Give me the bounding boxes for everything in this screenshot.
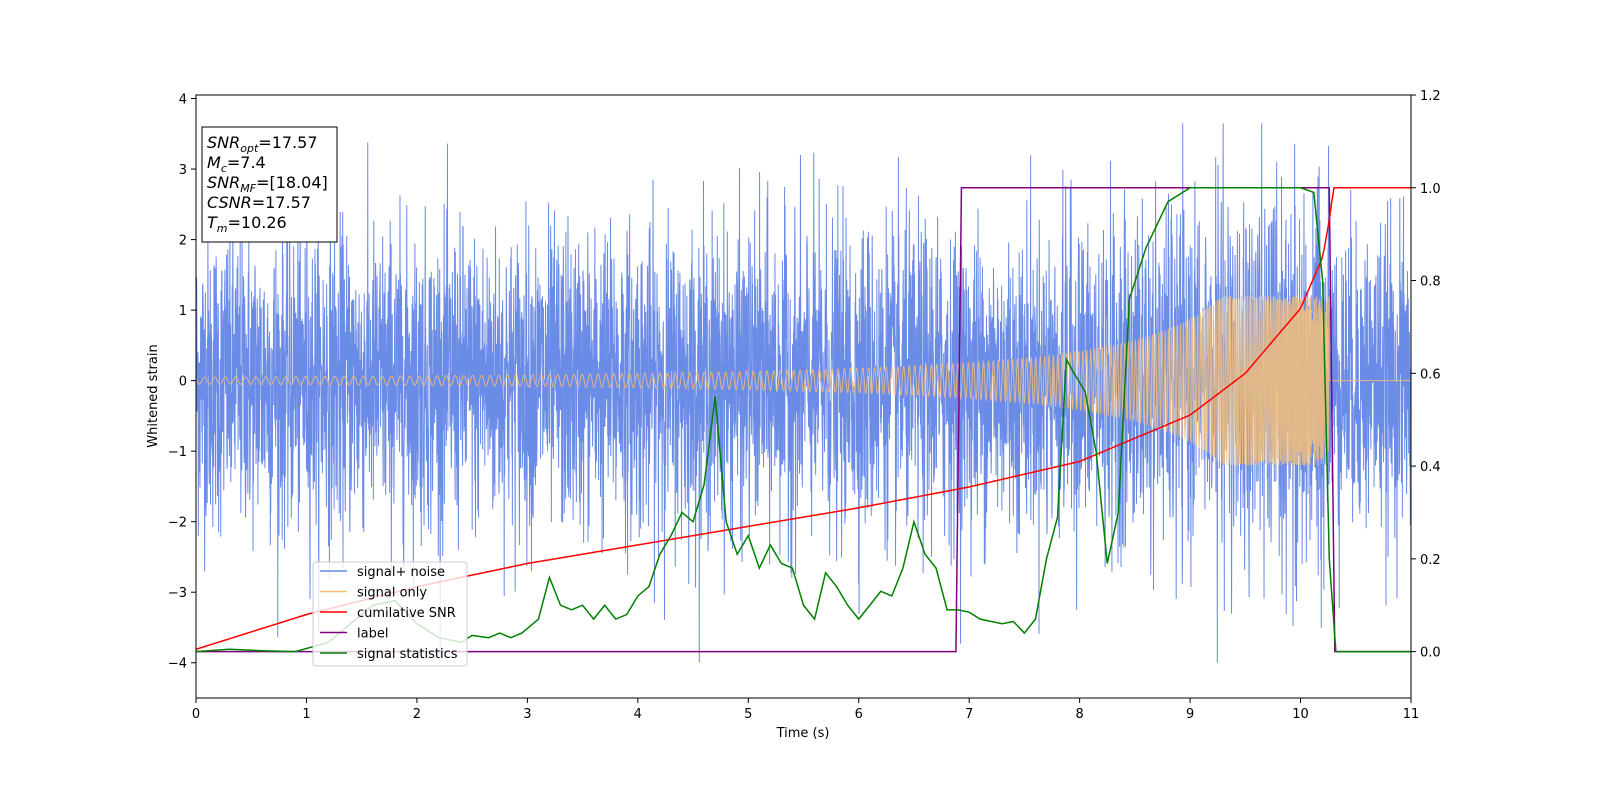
y2-tick-label: 1.0 [1420,182,1441,197]
legend: signal+ noise signal only cumilative SNR la… [312,561,468,667]
y-tick-label: −1 [168,445,187,460]
legend-label: signal only [357,586,427,601]
y-tick-label: 0 [179,375,187,390]
annotation-box: SNRopt=17.57Mc=7.4SNRMF=[18.04]CSNR=17.5… [201,126,338,243]
y2-tick-label: 0.6 [1420,367,1441,382]
annotation-line: SNRMF=[18.04] [207,173,328,195]
y2-tick-label: 0.2 [1420,553,1441,568]
y2-tick-label: 1.2 [1420,89,1441,104]
y2-tick-label: 0.0 [1420,646,1441,661]
plot-frame [195,94,1412,699]
series-signal-statistics [196,187,1411,653]
y-axis-label: Whitened strain [146,344,161,447]
y2-tick-label: 0.4 [1420,460,1441,475]
x-tick-label: 3 [523,707,531,722]
x-tick-label: 2 [413,707,421,722]
x-tick-label: 11 [1403,707,1420,722]
x-axis-label: Time (s) [776,726,830,741]
x-tick-label: 10 [1292,707,1309,722]
y2-tick-label: 0.8 [1420,275,1441,290]
y-tick-label: 1 [179,304,187,319]
x-tick-label: 6 [855,707,863,722]
x-tick-label: 9 [1186,707,1194,722]
annotation-line: CSNR=17.57 [207,193,311,212]
x-tick-label: 0 [192,707,200,722]
y-tick-label: 4 [179,93,187,108]
annotation-line: SNRopt=17.57 [207,133,318,155]
annotation-line: Tm=10.26 [207,213,287,235]
y-tick-label: −2 [168,516,187,531]
legend-label: signal statistics [357,647,458,662]
x-tick-label: 7 [965,707,973,722]
legend-label: label [357,627,388,642]
y-tick-label: −4 [168,657,187,672]
y-tick-label: −3 [168,586,187,601]
x-tick-label: 5 [744,707,752,722]
y-tick-label: 3 [179,163,187,178]
x-tick-label: 4 [634,707,642,722]
legend-label: signal+ noise [357,565,445,580]
x-tick-label: 1 [302,707,310,722]
x-tick-label: 8 [1075,707,1083,722]
series-signal-only [196,295,1411,466]
y-tick-label: 2 [179,234,187,249]
annotation-line: Mc=7.4 [207,153,266,175]
legend-label: cumilative SNR [357,606,456,621]
